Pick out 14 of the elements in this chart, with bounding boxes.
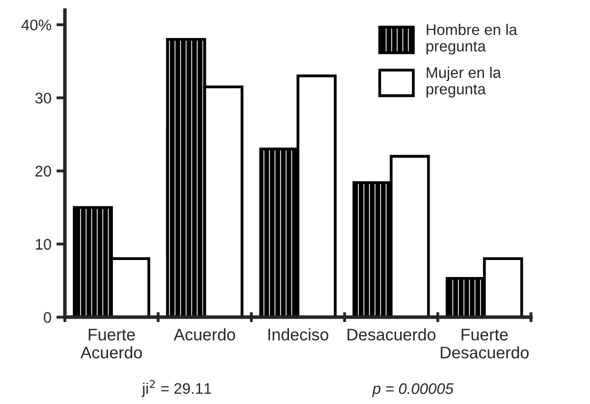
x-tick-label: Desacuerdo (348, 328, 436, 340)
y-tick-label: 40% (21, 20, 52, 30)
legend-label: Mujer en la pregunta (426, 66, 502, 98)
text: ji$^{2}$ = 29.11 (142, 380, 212, 397)
y-tick-label: 10 (36, 238, 52, 250)
x-tick-label: Fuerte Desacuerdo (440, 328, 529, 358)
y-tick-label: 20 (35, 166, 52, 177)
x-tick-label: Fuerte Acuerdo (80, 328, 142, 358)
y-tick-label: 0 (44, 312, 52, 323)
text: p = 0.00005 (372, 383, 454, 398)
y-tick-label: 30 (35, 92, 52, 104)
legend-label: Hombre en la pregunta (426, 24, 518, 55)
x-tick-label: Acuerdo (174, 328, 236, 340)
x-tick-label: Indeciso (268, 328, 328, 340)
